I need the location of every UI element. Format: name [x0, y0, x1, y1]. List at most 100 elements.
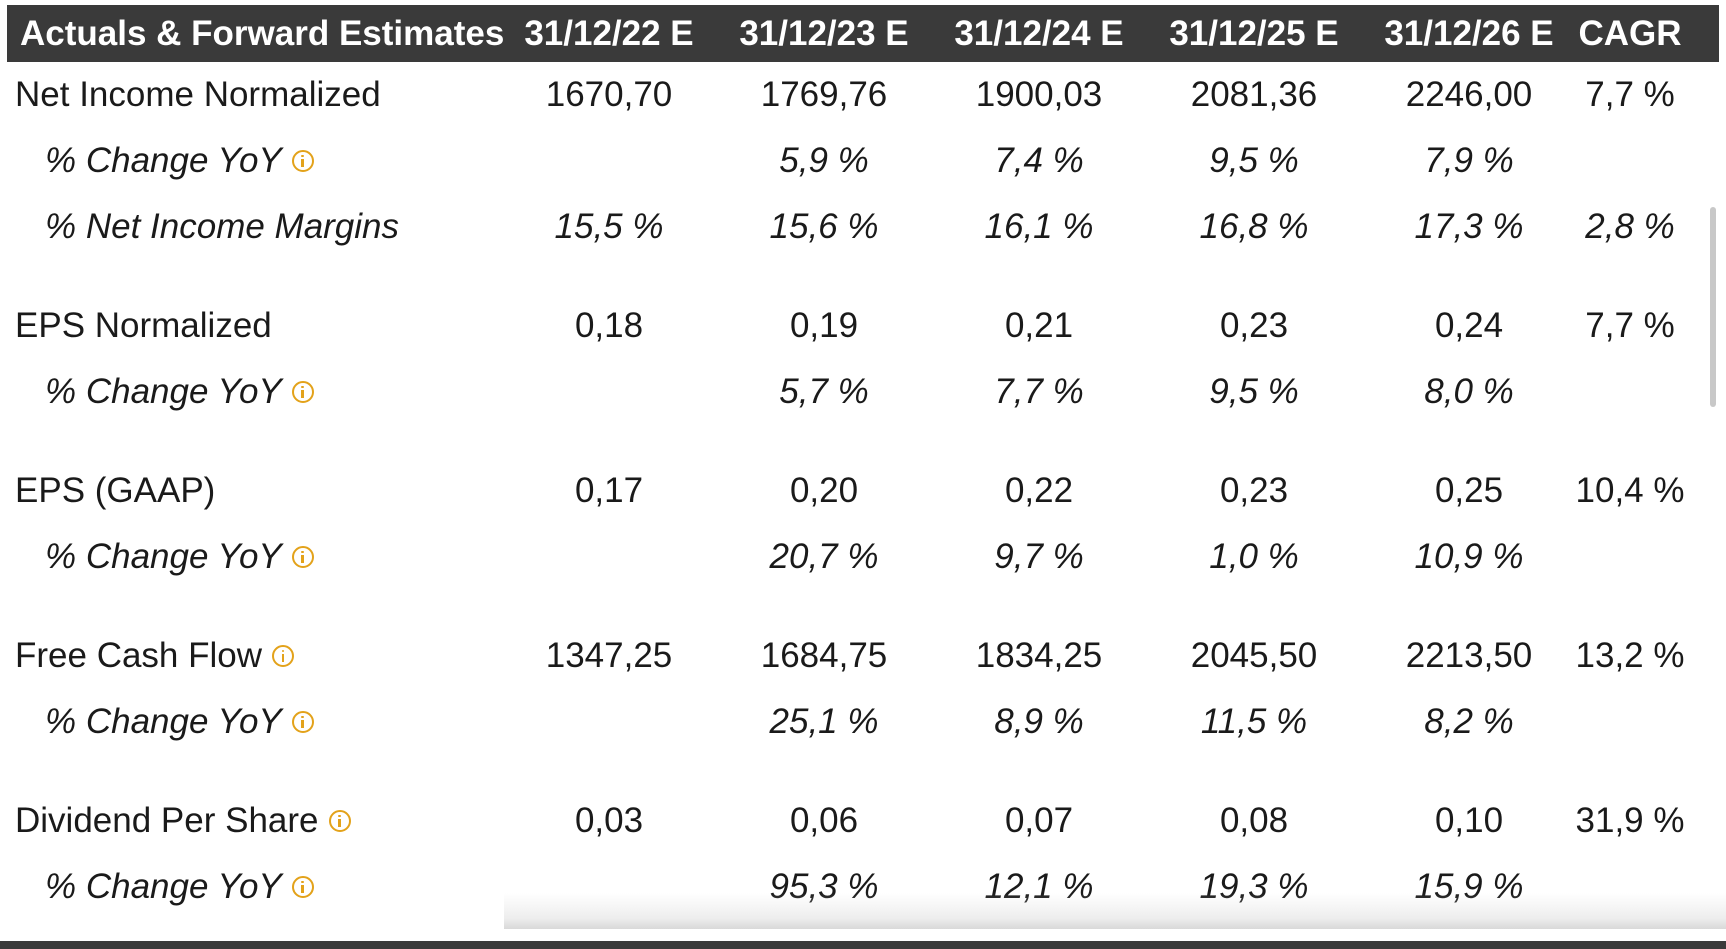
- cell-2026: 10,9 %: [1414, 537, 1524, 576]
- cell-2023: 5,9 %: [779, 141, 869, 180]
- row-label: EPS (GAAP): [15, 471, 216, 510]
- cell-2024: 9,7 %: [994, 537, 1084, 576]
- cell-cagr: [1550, 524, 1710, 590]
- info-circle-icon[interactable]: [291, 380, 314, 403]
- cell-cagr: 7,7 %: [1585, 306, 1675, 345]
- cell-2022: [509, 359, 709, 425]
- cell-2022: 0,03: [574, 801, 644, 840]
- cell-2022: [509, 128, 709, 194]
- cell-2025: 9,5 %: [1209, 372, 1299, 411]
- cell-2026: 0,24: [1434, 306, 1504, 345]
- cell-2024: 1834,25: [975, 636, 1103, 675]
- cell-cagr: 31,9 %: [1575, 801, 1685, 840]
- table-row: % Change YoY 25,1 % 8,9 % 11,5 % 8,2 %: [7, 689, 1719, 755]
- row-label: % Net Income Margins: [45, 207, 400, 246]
- table-row: Free Cash Flow 1347,25 1684,75 1834,25 2…: [7, 623, 1719, 689]
- cell-2022: 1670,70: [545, 75, 673, 114]
- table-row: Net Income Normalized 1670,70 1769,76 19…: [7, 62, 1719, 128]
- cell-cagr: [1550, 689, 1710, 755]
- cell-2025: 0,23: [1219, 306, 1289, 345]
- cell-cagr: 10,4 %: [1575, 471, 1685, 510]
- cell-cagr: 13,2 %: [1575, 636, 1685, 675]
- cell-2022: 15,5 %: [554, 207, 664, 246]
- row-label: EPS Normalized: [15, 306, 272, 345]
- cell-2025: 2081,36: [1190, 75, 1318, 114]
- table-row: % Change YoY 20,7 % 9,7 % 1,0 % 10,9 %: [7, 524, 1719, 590]
- table-row: % Change YoY 5,7 % 7,7 % 9,5 % 8,0 %: [7, 359, 1719, 425]
- cell-2023: 0,19: [789, 306, 859, 345]
- info-circle-icon[interactable]: [272, 644, 295, 667]
- cell-2022: [509, 689, 709, 755]
- row-label: Free Cash Flow: [15, 623, 295, 689]
- cell-2025: 0,23: [1219, 471, 1289, 510]
- row-label: % Change YoY: [45, 524, 314, 590]
- cell-2024: 16,1 %: [984, 207, 1094, 246]
- cell-2023: 1684,75: [760, 636, 888, 675]
- cell-2023: 0,06: [789, 801, 859, 840]
- vertical-scrollbar[interactable]: [1710, 207, 1716, 407]
- cell-2024: 7,4 %: [994, 141, 1084, 180]
- table-row: EPS (GAAP) 0,17 0,20 0,22 0,23 0,25 10,4…: [7, 458, 1719, 524]
- table-row: % Net Income Margins 15,5 % 15,6 % 16,1 …: [7, 194, 1719, 260]
- cell-2023: 5,7 %: [779, 372, 869, 411]
- cell-2022: 1347,25: [545, 636, 673, 675]
- cell-2023: 15,6 %: [769, 207, 879, 246]
- cell-2025: 1,0 %: [1209, 537, 1299, 576]
- info-circle-icon[interactable]: [291, 149, 314, 172]
- info-circle-icon[interactable]: [291, 545, 314, 568]
- cell-2024: 1900,03: [975, 75, 1103, 114]
- cell-2023: 1769,76: [760, 75, 888, 114]
- cell-2022: 0,17: [574, 471, 644, 510]
- header-col-cagr: CAGR: [1578, 14, 1682, 53]
- table-row: % Change YoY 5,9 % 7,4 % 9,5 % 7,9 %: [7, 128, 1719, 194]
- cell-2026: 0,10: [1434, 801, 1504, 840]
- cell-2022: [509, 524, 709, 590]
- row-label: % Change YoY: [45, 689, 314, 755]
- cell-cagr: 2,8 %: [1585, 207, 1675, 246]
- row-label: Dividend Per Share: [15, 788, 351, 854]
- row-label: % Change YoY: [45, 359, 314, 425]
- scroll-fade-shadow: [504, 893, 1726, 929]
- header-col-2022: 31/12/22 E: [524, 14, 694, 53]
- cell-2026: 2246,00: [1405, 75, 1533, 114]
- cell-2024: 0,21: [1004, 306, 1074, 345]
- cell-2026: 8,0 %: [1424, 372, 1514, 411]
- cell-2026: 8,2 %: [1424, 702, 1514, 741]
- info-circle-icon[interactable]: [291, 710, 314, 733]
- cell-2025: 2045,50: [1190, 636, 1318, 675]
- header-title: Actuals & Forward Estimates: [20, 14, 505, 53]
- cell-2025: 9,5 %: [1209, 141, 1299, 180]
- row-label: % Change YoY: [45, 128, 314, 194]
- cell-cagr: 7,7 %: [1585, 75, 1675, 114]
- cell-2026: 17,3 %: [1414, 207, 1524, 246]
- cell-2025: 0,08: [1219, 801, 1289, 840]
- cell-2024: 0,22: [1004, 471, 1074, 510]
- estimates-table: Actuals & Forward Estimates 31/12/22 E 3…: [7, 5, 1726, 941]
- header-col-2024: 31/12/24 E: [954, 14, 1124, 53]
- header-col-2025: 31/12/25 E: [1169, 14, 1339, 53]
- cell-2026: 0,25: [1434, 471, 1504, 510]
- cell-2024: 0,07: [1004, 801, 1074, 840]
- cell-2025: 16,8 %: [1199, 207, 1309, 246]
- table-row: Dividend Per Share 0,03 0,06 0,07 0,08 0…: [7, 788, 1719, 854]
- cell-2025: 11,5 %: [1200, 702, 1308, 741]
- cell-2024: 8,9 %: [994, 702, 1084, 741]
- cell-2026: 7,9 %: [1424, 141, 1514, 180]
- info-circle-icon[interactable]: [291, 875, 314, 898]
- header-col-2026: 31/12/26 E: [1384, 14, 1554, 53]
- row-label: % Change YoY: [45, 854, 314, 920]
- cell-cagr: [1550, 128, 1710, 194]
- cell-cagr: [1550, 359, 1710, 425]
- cell-2026: 2213,50: [1405, 636, 1533, 675]
- cell-2022: 0,18: [574, 306, 644, 345]
- table-row: EPS Normalized 0,18 0,19 0,21 0,23 0,24 …: [7, 293, 1719, 359]
- header-col-2023: 31/12/23 E: [739, 14, 909, 53]
- table-header: Actuals & Forward Estimates 31/12/22 E 3…: [7, 5, 1719, 62]
- cell-2024: 7,7 %: [994, 372, 1084, 411]
- cell-2023: 0,20: [789, 471, 859, 510]
- cell-2023: 25,1 %: [769, 702, 879, 741]
- row-label: Net Income Normalized: [15, 75, 381, 114]
- cell-2023: 20,7 %: [769, 537, 879, 576]
- info-circle-icon[interactable]: [328, 809, 351, 832]
- bottom-border-bar: [0, 941, 1726, 949]
